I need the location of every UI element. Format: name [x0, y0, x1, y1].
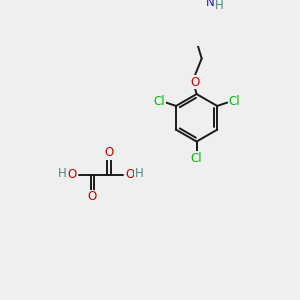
- Text: Cl: Cl: [153, 95, 165, 108]
- Text: H: H: [215, 0, 224, 12]
- Text: N: N: [206, 0, 214, 9]
- Text: H: H: [135, 167, 143, 180]
- Text: Cl: Cl: [191, 152, 203, 165]
- Text: O: O: [88, 190, 97, 203]
- Text: O: O: [68, 168, 77, 181]
- Text: O: O: [125, 168, 134, 181]
- Text: Cl: Cl: [228, 95, 240, 108]
- Text: O: O: [105, 146, 114, 159]
- Text: H: H: [58, 167, 67, 180]
- Text: O: O: [190, 76, 200, 89]
